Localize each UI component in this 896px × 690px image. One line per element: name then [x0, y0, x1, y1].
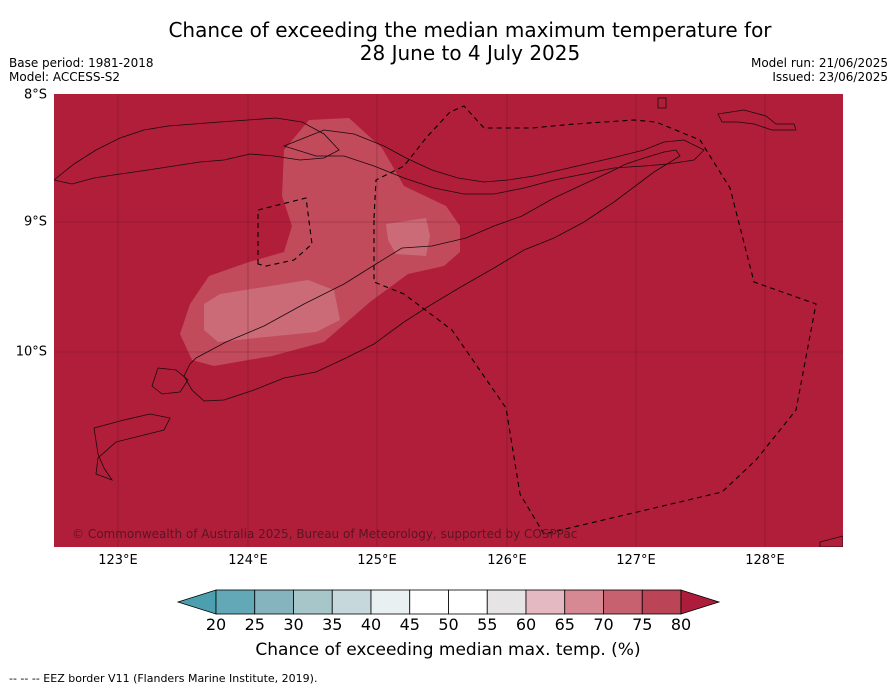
colorbar-tick-label: 45 [399, 615, 420, 634]
title-line-1: Chance of exceeding the median maximum t… [168, 18, 772, 42]
colorbar-label: Chance of exceeding median max. temp. (%… [255, 640, 641, 660]
lon-label-128e: 128°E [745, 553, 785, 568]
colorbar-extend-high [680, 589, 721, 615]
map-copyright: © Commonwealth of Australia 2025, Bureau… [72, 527, 577, 541]
colorbar [176, 589, 721, 615]
colorbar-bin [370, 589, 411, 615]
graticule [54, 94, 843, 547]
meta-left: Base period: 1981-2018 Model: ACCESS-S2 [9, 56, 154, 84]
colorbar-bin [254, 589, 294, 615]
colorbar-bin [564, 589, 604, 615]
colorbar-tick-label: 20 [205, 615, 227, 634]
colorbar-tick-label: 60 [515, 615, 537, 634]
base-period: Base period: 1981-2018 [9, 56, 154, 70]
savu-island-coast [93, 413, 171, 481]
colorbar-bin [448, 589, 488, 615]
meta-right: Model run: 21/06/2025 Issued: 23/06/2025 [751, 56, 888, 84]
lon-label-125e: 125°E [357, 553, 397, 568]
alor-wetar-coast [282, 129, 705, 195]
title-line-2: 28 June to 4 July 2025 [359, 41, 581, 65]
southeast-coast [819, 535, 843, 547]
model-run: Model run: 21/06/2025 [750, 56, 888, 70]
colorbar-bin [603, 589, 643, 615]
eez-border [257, 105, 817, 535]
map-title: Chance of exceeding the median maximum t… [0, 19, 896, 65]
colorbar-tick-label: 70 [593, 615, 614, 634]
colorbar-bin [486, 589, 527, 615]
flores-coast [54, 117, 340, 185]
colorbar-tick-label: 40 [360, 615, 382, 634]
colorbar-extend-low [176, 589, 217, 615]
colorbar-tick-label: 80 [670, 615, 692, 634]
rote-island-coast [151, 367, 189, 395]
timor-island-coast [183, 149, 681, 402]
colorbar-tick-label: 35 [322, 615, 343, 634]
colorbar-bin [525, 589, 566, 615]
lon-label-124e: 124°E [228, 553, 268, 568]
colorbar-tick-label: 55 [477, 615, 498, 634]
lon-label-127e: 127°E [616, 553, 656, 568]
colorbar-tick-label: 50 [438, 615, 459, 634]
colorbar-tick-label: 65 [554, 615, 575, 634]
issued-date: Issued: 23/06/2025 [772, 70, 888, 84]
colorbar-bin [215, 589, 256, 615]
region-70-75-lower [204, 280, 340, 342]
coastlines [54, 97, 843, 547]
model-name: Model: ACCESS-S2 [9, 70, 121, 84]
map-background [54, 94, 843, 547]
colorbar-bin [331, 589, 372, 615]
lat-label-9s: 9°S [23, 214, 47, 230]
colorbar-tick-label: 25 [244, 615, 265, 634]
colorbar-bin [409, 589, 449, 615]
small-island-1 [657, 97, 667, 109]
colorbar-tick-label: 30 [283, 615, 304, 634]
eastern-island-coast [717, 109, 797, 131]
lon-label-123e: 123°E [98, 553, 138, 568]
lat-label-10s: 10°S [15, 344, 47, 360]
colorbar-tick-label: 75 [632, 615, 653, 634]
lon-label-126e: 126°E [487, 553, 527, 568]
colorbar-bin [293, 589, 333, 615]
lat-label-8s: 8°S [23, 87, 47, 103]
probability-map: © Commonwealth of Australia 2025, Bureau… [54, 94, 843, 547]
footer-note: -- -- -- EEZ border V11 (Flanders Marine… [9, 672, 318, 685]
colorbar-bin [641, 589, 682, 615]
